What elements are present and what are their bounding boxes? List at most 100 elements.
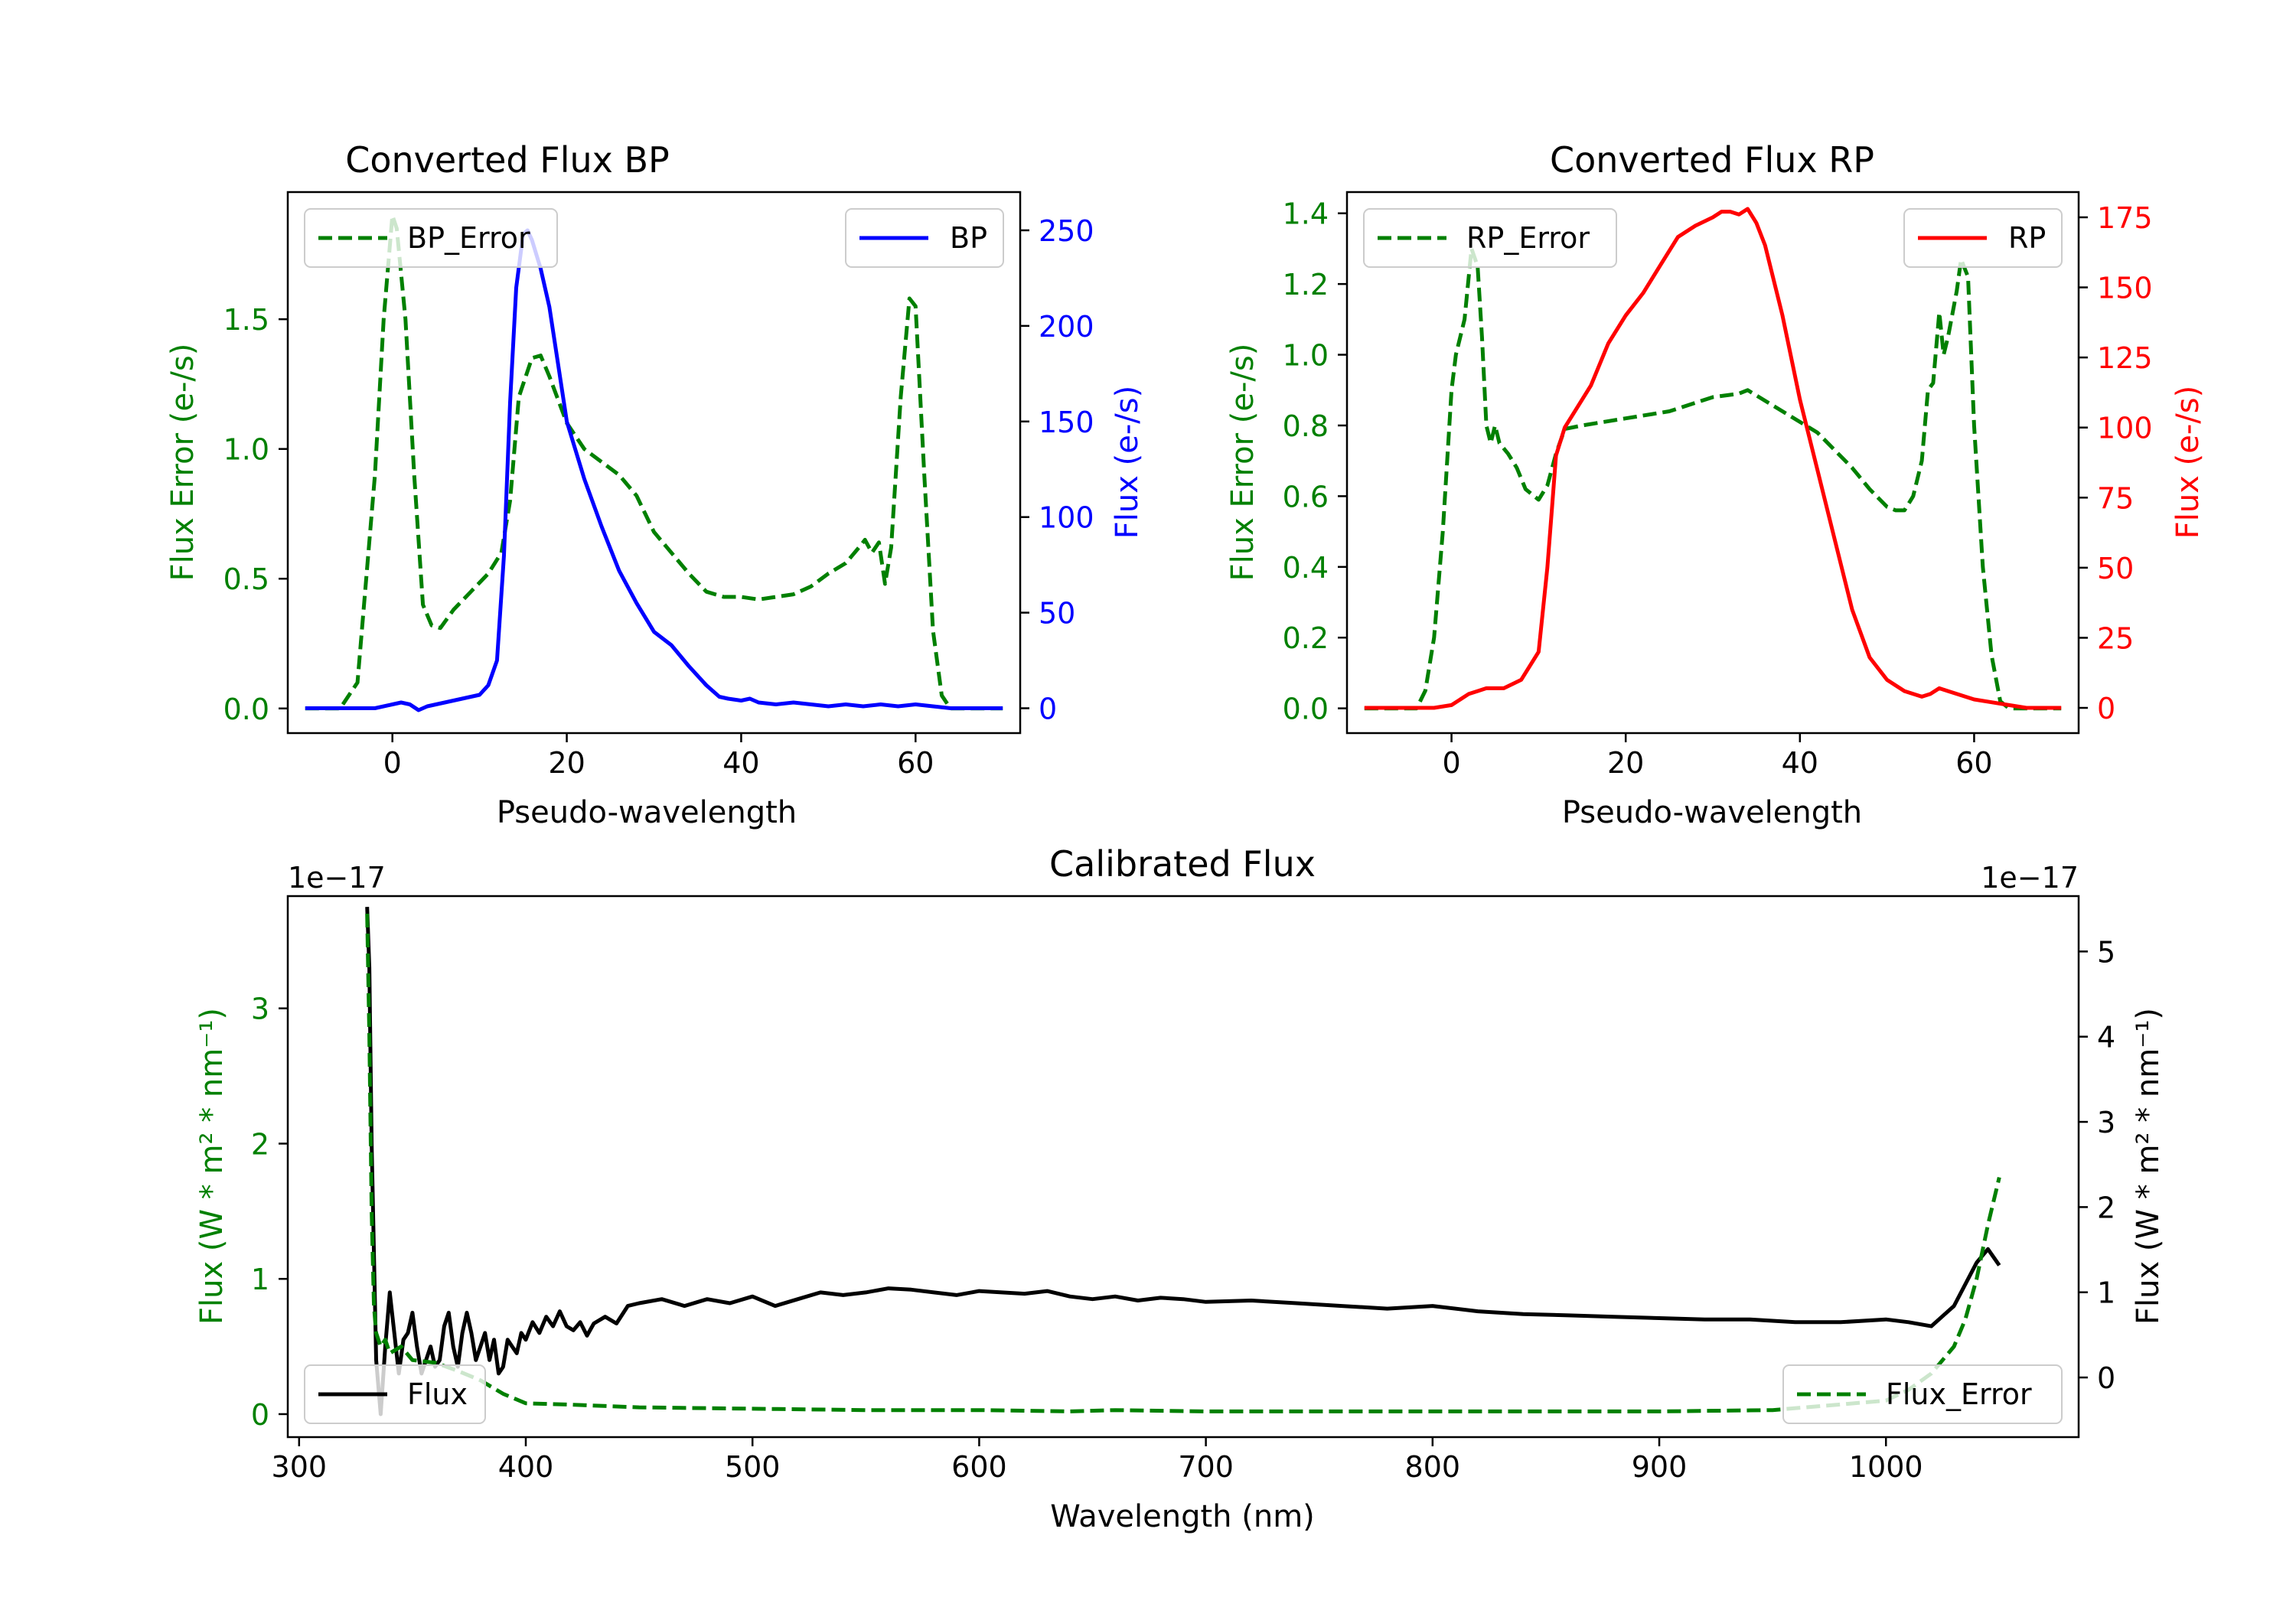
rp-x-axis-label: Pseudo-wavelength — [1562, 795, 1862, 830]
bp-left-tick-label: 1.5 — [223, 303, 269, 337]
rp-series-rp-error-line — [1364, 246, 2062, 711]
cal-x-tick-label: 700 — [1178, 1450, 1234, 1484]
cal-left-tick-label: 3 — [251, 993, 269, 1026]
cal-x-tick-label: 400 — [498, 1450, 554, 1484]
bp-legend-label: BP — [950, 221, 987, 255]
calibrated-left-ticks: 0 1 2 3 — [251, 993, 288, 1432]
bp-series-bp-line — [305, 228, 1003, 712]
rp-series-rp-line — [1364, 207, 2062, 710]
bp-left-tick-label: 0.5 — [223, 562, 269, 596]
rp-plot-frame — [1345, 191, 2080, 735]
cal-right-tick-label: 4 — [2097, 1021, 2115, 1054]
calibrated-flux-error-legend-label: Flux_Error — [1886, 1377, 2032, 1411]
cal-right-tick-label: 5 — [2097, 935, 2115, 969]
cal-x-tick-label: 300 — [272, 1450, 328, 1484]
bp-chart-title: Converted Flux BP — [345, 139, 670, 181]
rp-right-axis-label: Flux (e-/s) — [2170, 386, 2206, 539]
calibrated-x-axis-label: Wavelength (nm) — [1050, 1499, 1315, 1534]
bp-x-tick-label: 0 — [383, 746, 402, 780]
bp-series-bp-error-line — [305, 214, 1003, 711]
rp-left-tick-label: 1.4 — [1283, 197, 1329, 231]
rp-left-tick-label: 0.4 — [1283, 551, 1329, 585]
bp-x-tick-label: 60 — [897, 746, 934, 780]
bp-right-tick-label: 100 — [1039, 501, 1094, 535]
calibrated-flux-error-legend-box — [1782, 1364, 2063, 1424]
rp-left-tick-label: 0.0 — [1283, 693, 1329, 726]
cal-right-tick-label: 0 — [2097, 1361, 2115, 1395]
cal-right-tick-label: 2 — [2097, 1191, 2115, 1224]
calibrated-left-axis-label: Flux (W * m² * nm⁻¹) — [194, 1008, 230, 1325]
bp-left-ticks: 0.0 0.5 1.0 1.5 — [223, 303, 288, 726]
cal-x-tick-label: 900 — [1632, 1450, 1688, 1484]
calibrated-right-offset-text: 1e−17 — [1981, 861, 2079, 895]
cal-series-flux-error-line — [365, 913, 2001, 1413]
rp-left-tick-label: 0.6 — [1283, 480, 1329, 513]
rp-chart-title: Converted Flux RP — [1550, 139, 1874, 181]
bp-x-tick-label: 20 — [548, 746, 585, 780]
cal-left-tick-label: 1 — [251, 1263, 269, 1296]
rp-right-tick-label: 50 — [2097, 552, 2134, 585]
bp-right-tick-label: 150 — [1039, 406, 1094, 439]
bp-x-axis-label: Pseudo-wavelength — [497, 795, 797, 830]
calibrated-flux-legend-label: Flux — [407, 1377, 468, 1411]
rp-left-tick-label: 1.2 — [1283, 268, 1329, 302]
rp-left-tick-label: 1.0 — [1283, 339, 1329, 373]
calibrated-plot-frame — [286, 895, 2080, 1439]
bp-panel: Converted Flux BP 0.0 0.5 1.0 1.5 0 50 100 150… — [165, 139, 1145, 830]
bp-right-tick-label: 200 — [1039, 310, 1094, 344]
bp-error-legend-box — [304, 208, 558, 268]
rp-right-tick-label: 150 — [2097, 272, 2153, 305]
cal-x-tick-label: 800 — [1405, 1450, 1461, 1484]
bp-left-tick-label: 0.0 — [223, 693, 269, 726]
bp-legend: BP — [845, 208, 1004, 268]
bp-left-axis-label: Flux Error (e-/s) — [165, 344, 201, 582]
rp-right-tick-label: 125 — [2097, 341, 2153, 375]
rp-x-ticks: 0 20 40 60 — [1442, 733, 1993, 780]
rp-right-tick-label: 25 — [2097, 621, 2134, 655]
rp-right-ticks: 0 25 50 75 100 125 150 175 — [2079, 201, 2153, 725]
cal-x-tick-label: 600 — [951, 1450, 1007, 1484]
rp-error-legend-label: RP_Error — [1466, 221, 1590, 255]
cal-left-tick-label: 0 — [251, 1398, 269, 1432]
rp-error-legend-box — [1363, 208, 1617, 268]
bp-right-tick-label: 0 — [1039, 693, 1057, 726]
rp-left-axis-label: Flux Error (e-/s) — [1225, 344, 1261, 582]
bp-x-ticks: 0 20 40 60 — [383, 733, 934, 780]
rp-right-tick-label: 75 — [2097, 481, 2134, 515]
rp-right-tick-label: 100 — [2097, 412, 2153, 445]
rp-right-tick-label: 175 — [2097, 201, 2153, 235]
bp-right-tick-label: 50 — [1039, 597, 1075, 631]
rp-legend: RP — [1903, 208, 2063, 268]
rp-x-tick-label: 20 — [1607, 746, 1644, 780]
calibrated-x-ticks: 300 400 500 600 700 800 900 1000 — [272, 1437, 1923, 1484]
bp-x-tick-label: 40 — [722, 746, 759, 780]
calibrated-right-ticks: 0 1 2 3 4 5 — [2079, 935, 2115, 1395]
bp-series — [305, 214, 1003, 712]
calibrated-flux-legend: Flux — [304, 1364, 486, 1424]
calibrated-chart-title: Calibrated Flux — [1049, 843, 1316, 885]
bp-plot-frame — [286, 191, 1022, 735]
bp-error-legend: BP_Error — [304, 208, 558, 268]
cal-right-tick-label: 3 — [2097, 1106, 2115, 1139]
cal-left-tick-label: 2 — [251, 1127, 269, 1161]
cal-x-tick-label: 1000 — [1849, 1450, 1923, 1484]
rp-left-ticks: 0.0 0.2 0.4 0.6 0.8 1.0 1.2 1.4 — [1283, 197, 1347, 726]
rp-left-tick-label: 0.2 — [1283, 621, 1329, 655]
rp-panel: Converted Flux RP 0.0 0.2 0.4 0.6 0.8 1.0 1.2 1… — [1225, 139, 2206, 830]
rp-right-tick-label: 0 — [2097, 692, 2115, 725]
rp-x-tick-label: 0 — [1442, 746, 1460, 780]
calibrated-left-offset-text: 1e−17 — [288, 861, 386, 895]
cal-series-flux-line — [365, 907, 2001, 1416]
calibrated-right-axis-label: Flux (W * m² * nm⁻¹) — [2131, 1008, 2166, 1325]
rp-error-legend: RP_Error — [1363, 208, 1617, 268]
calibrated-series — [365, 907, 2001, 1416]
cal-right-tick-label: 1 — [2097, 1276, 2115, 1310]
bp-error-legend-label: BP_Error — [407, 221, 530, 255]
bp-right-ticks: 0 50 100 150 200 250 — [1020, 214, 1094, 726]
calibrated-flux-error-legend: Flux_Error — [1782, 1364, 2063, 1424]
bp-right-tick-label: 250 — [1039, 214, 1094, 248]
cal-x-tick-label: 500 — [725, 1450, 781, 1484]
rp-series — [1364, 207, 2062, 711]
